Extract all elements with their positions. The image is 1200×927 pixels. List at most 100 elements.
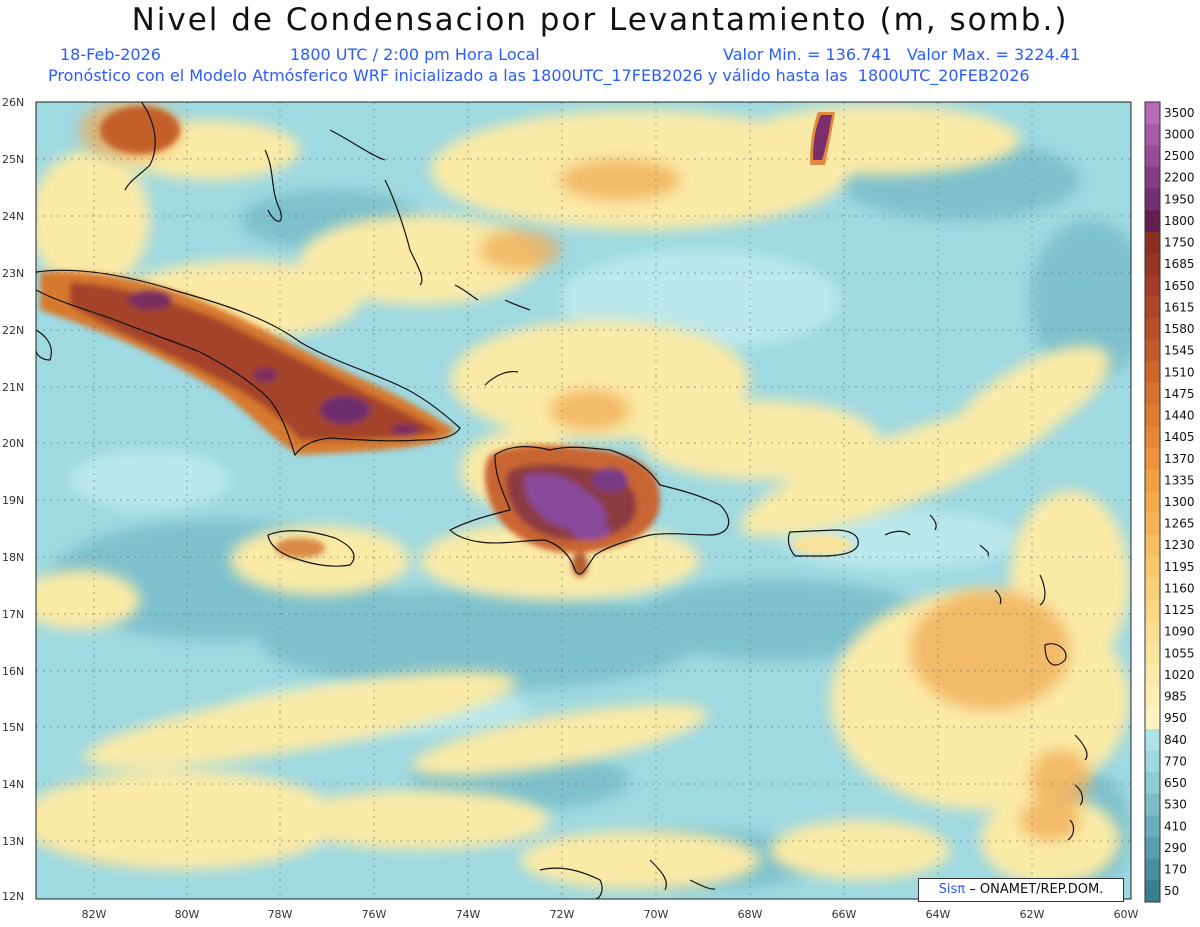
colorbar-label: 1545	[1164, 344, 1195, 358]
value-min-max: Valor Min. = 136.741 Valor Max. = 3224.4…	[723, 45, 1081, 64]
colorbar-label: 985	[1164, 690, 1187, 704]
colorbar-swatch	[1145, 296, 1160, 319]
colorbar-label: 1300	[1164, 495, 1195, 509]
colorbar-label: 1950	[1164, 192, 1195, 206]
lat-label: 19N	[2, 494, 24, 507]
colorbar-swatch	[1145, 447, 1160, 470]
colorbar-label: 1615	[1164, 300, 1195, 314]
colorbar-swatch	[1145, 858, 1160, 881]
colorbar-label: 3500	[1164, 106, 1195, 120]
map-frame	[35, 101, 1132, 900]
lat-label: 20N	[2, 437, 24, 450]
lat-label: 16N	[2, 665, 24, 678]
chart-title: Nivel de Condensacion por Levantamiento …	[131, 2, 1069, 38]
colorbar-swatch	[1145, 837, 1160, 860]
colorbar-swatch	[1145, 145, 1160, 168]
condensation-field	[36, 102, 1131, 899]
lon-label: 68W	[738, 908, 763, 921]
credit-text: – ONAMET/REP.DOM.	[969, 882, 1104, 897]
lon-label: 74W	[456, 908, 481, 921]
colorbar-label: 2200	[1164, 171, 1195, 185]
lat-label: 21N	[2, 381, 24, 394]
colorbar-label: 1475	[1164, 387, 1195, 401]
lat-label: 26N	[2, 96, 24, 109]
lat-label: 18N	[2, 551, 24, 564]
lat-label: 15N	[2, 721, 24, 734]
colorbar-label: 1055	[1164, 646, 1195, 660]
colorbar-swatch	[1145, 123, 1160, 146]
colorbar-swatch	[1145, 491, 1160, 514]
colorbar-label: 1800	[1164, 214, 1195, 228]
colorbar-swatch	[1145, 166, 1160, 189]
lon-label: 70W	[644, 908, 669, 921]
colorbar-swatch	[1145, 772, 1160, 795]
colorbar-swatch	[1145, 880, 1160, 903]
colorbar-label: 530	[1164, 798, 1187, 812]
colorbar-label: 1685	[1164, 257, 1195, 271]
lon-label: 80W	[175, 908, 200, 921]
colorbar-swatch	[1145, 339, 1160, 362]
colorbar-swatch	[1145, 426, 1160, 449]
lat-label: 14N	[2, 778, 24, 791]
colorbar-swatch	[1145, 815, 1160, 838]
colorbar-label: 1230	[1164, 538, 1195, 552]
lat-label: 22N	[2, 324, 24, 337]
colorbar-swatch	[1145, 188, 1160, 211]
colorbar-label: 290	[1164, 841, 1187, 855]
lon-label: 64W	[926, 908, 951, 921]
lat-label: 24N	[2, 210, 24, 223]
lat-label: 17N	[2, 608, 24, 621]
colorbar-label: 50	[1164, 884, 1179, 898]
colorbar-swatch	[1145, 231, 1160, 254]
colorbar-swatch	[1145, 102, 1160, 124]
colorbar-swatch	[1145, 556, 1160, 578]
colorbar-label: 1580	[1164, 322, 1195, 336]
lat-lon-grid	[36, 102, 1131, 899]
colorbar-swatch	[1145, 253, 1160, 276]
colorbar-label: 1160	[1164, 581, 1195, 595]
colorbar-label: 1265	[1164, 517, 1195, 531]
colorbar-swatch	[1145, 469, 1160, 492]
colorbar-label: 1750	[1164, 236, 1195, 250]
colorbar-swatch	[1145, 664, 1160, 687]
lon-label: 66W	[832, 908, 857, 921]
colorbar-swatch	[1145, 318, 1160, 341]
colorbar-swatch	[1145, 620, 1160, 643]
colorbar-swatch	[1145, 642, 1160, 665]
lat-labels: 26N 25N 24N 23N 22N 21N 20N 19N 18N 17N …	[2, 96, 24, 903]
lon-label: 78W	[268, 908, 293, 921]
colorbar-frame	[1144, 101, 1161, 903]
lon-label: 60W	[1114, 908, 1139, 921]
colorbar-swatch	[1145, 361, 1160, 384]
lon-label: 62W	[1020, 908, 1045, 921]
colorbar-label: 1020	[1164, 668, 1195, 682]
colorbar-label: 1370	[1164, 452, 1195, 466]
colorbar-label: 840	[1164, 733, 1187, 747]
lat-label: 25N	[2, 153, 24, 166]
credit-box: Sisπ – ONAMET/REP.DOM.	[918, 878, 1124, 902]
colorbar-label: 1125	[1164, 603, 1195, 617]
colorbar-label: 1090	[1164, 625, 1195, 639]
colorbar-swatch	[1145, 599, 1160, 622]
colorbar-swatch	[1145, 534, 1160, 557]
lon-labels: 82W 80W 78W 76W 74W 72W 70W 68W 66W 64W …	[82, 908, 1139, 921]
colorbar-label: 1650	[1164, 279, 1195, 293]
lat-label: 12N	[2, 890, 24, 903]
model-info: Pronóstico con el Modelo Atmósferico WRF…	[48, 66, 1030, 85]
colorbar-label: 410	[1164, 819, 1187, 833]
lon-label: 76W	[362, 908, 387, 921]
colorbar-label: 2500	[1164, 149, 1195, 163]
lat-label: 23N	[2, 267, 24, 280]
colorbar-swatch	[1145, 512, 1160, 535]
colorbar-swatch	[1145, 707, 1160, 730]
lon-label: 72W	[550, 908, 575, 921]
colorbar-swatch	[1145, 793, 1160, 816]
colorbar-label: 1335	[1164, 473, 1195, 487]
colorbar-label: 770	[1164, 754, 1187, 768]
coastlines	[36, 102, 1088, 899]
lon-label: 82W	[82, 908, 107, 921]
lat-label: 13N	[2, 835, 24, 848]
colorbar-swatch	[1145, 729, 1160, 751]
credit-brand: Sisπ	[938, 882, 966, 897]
